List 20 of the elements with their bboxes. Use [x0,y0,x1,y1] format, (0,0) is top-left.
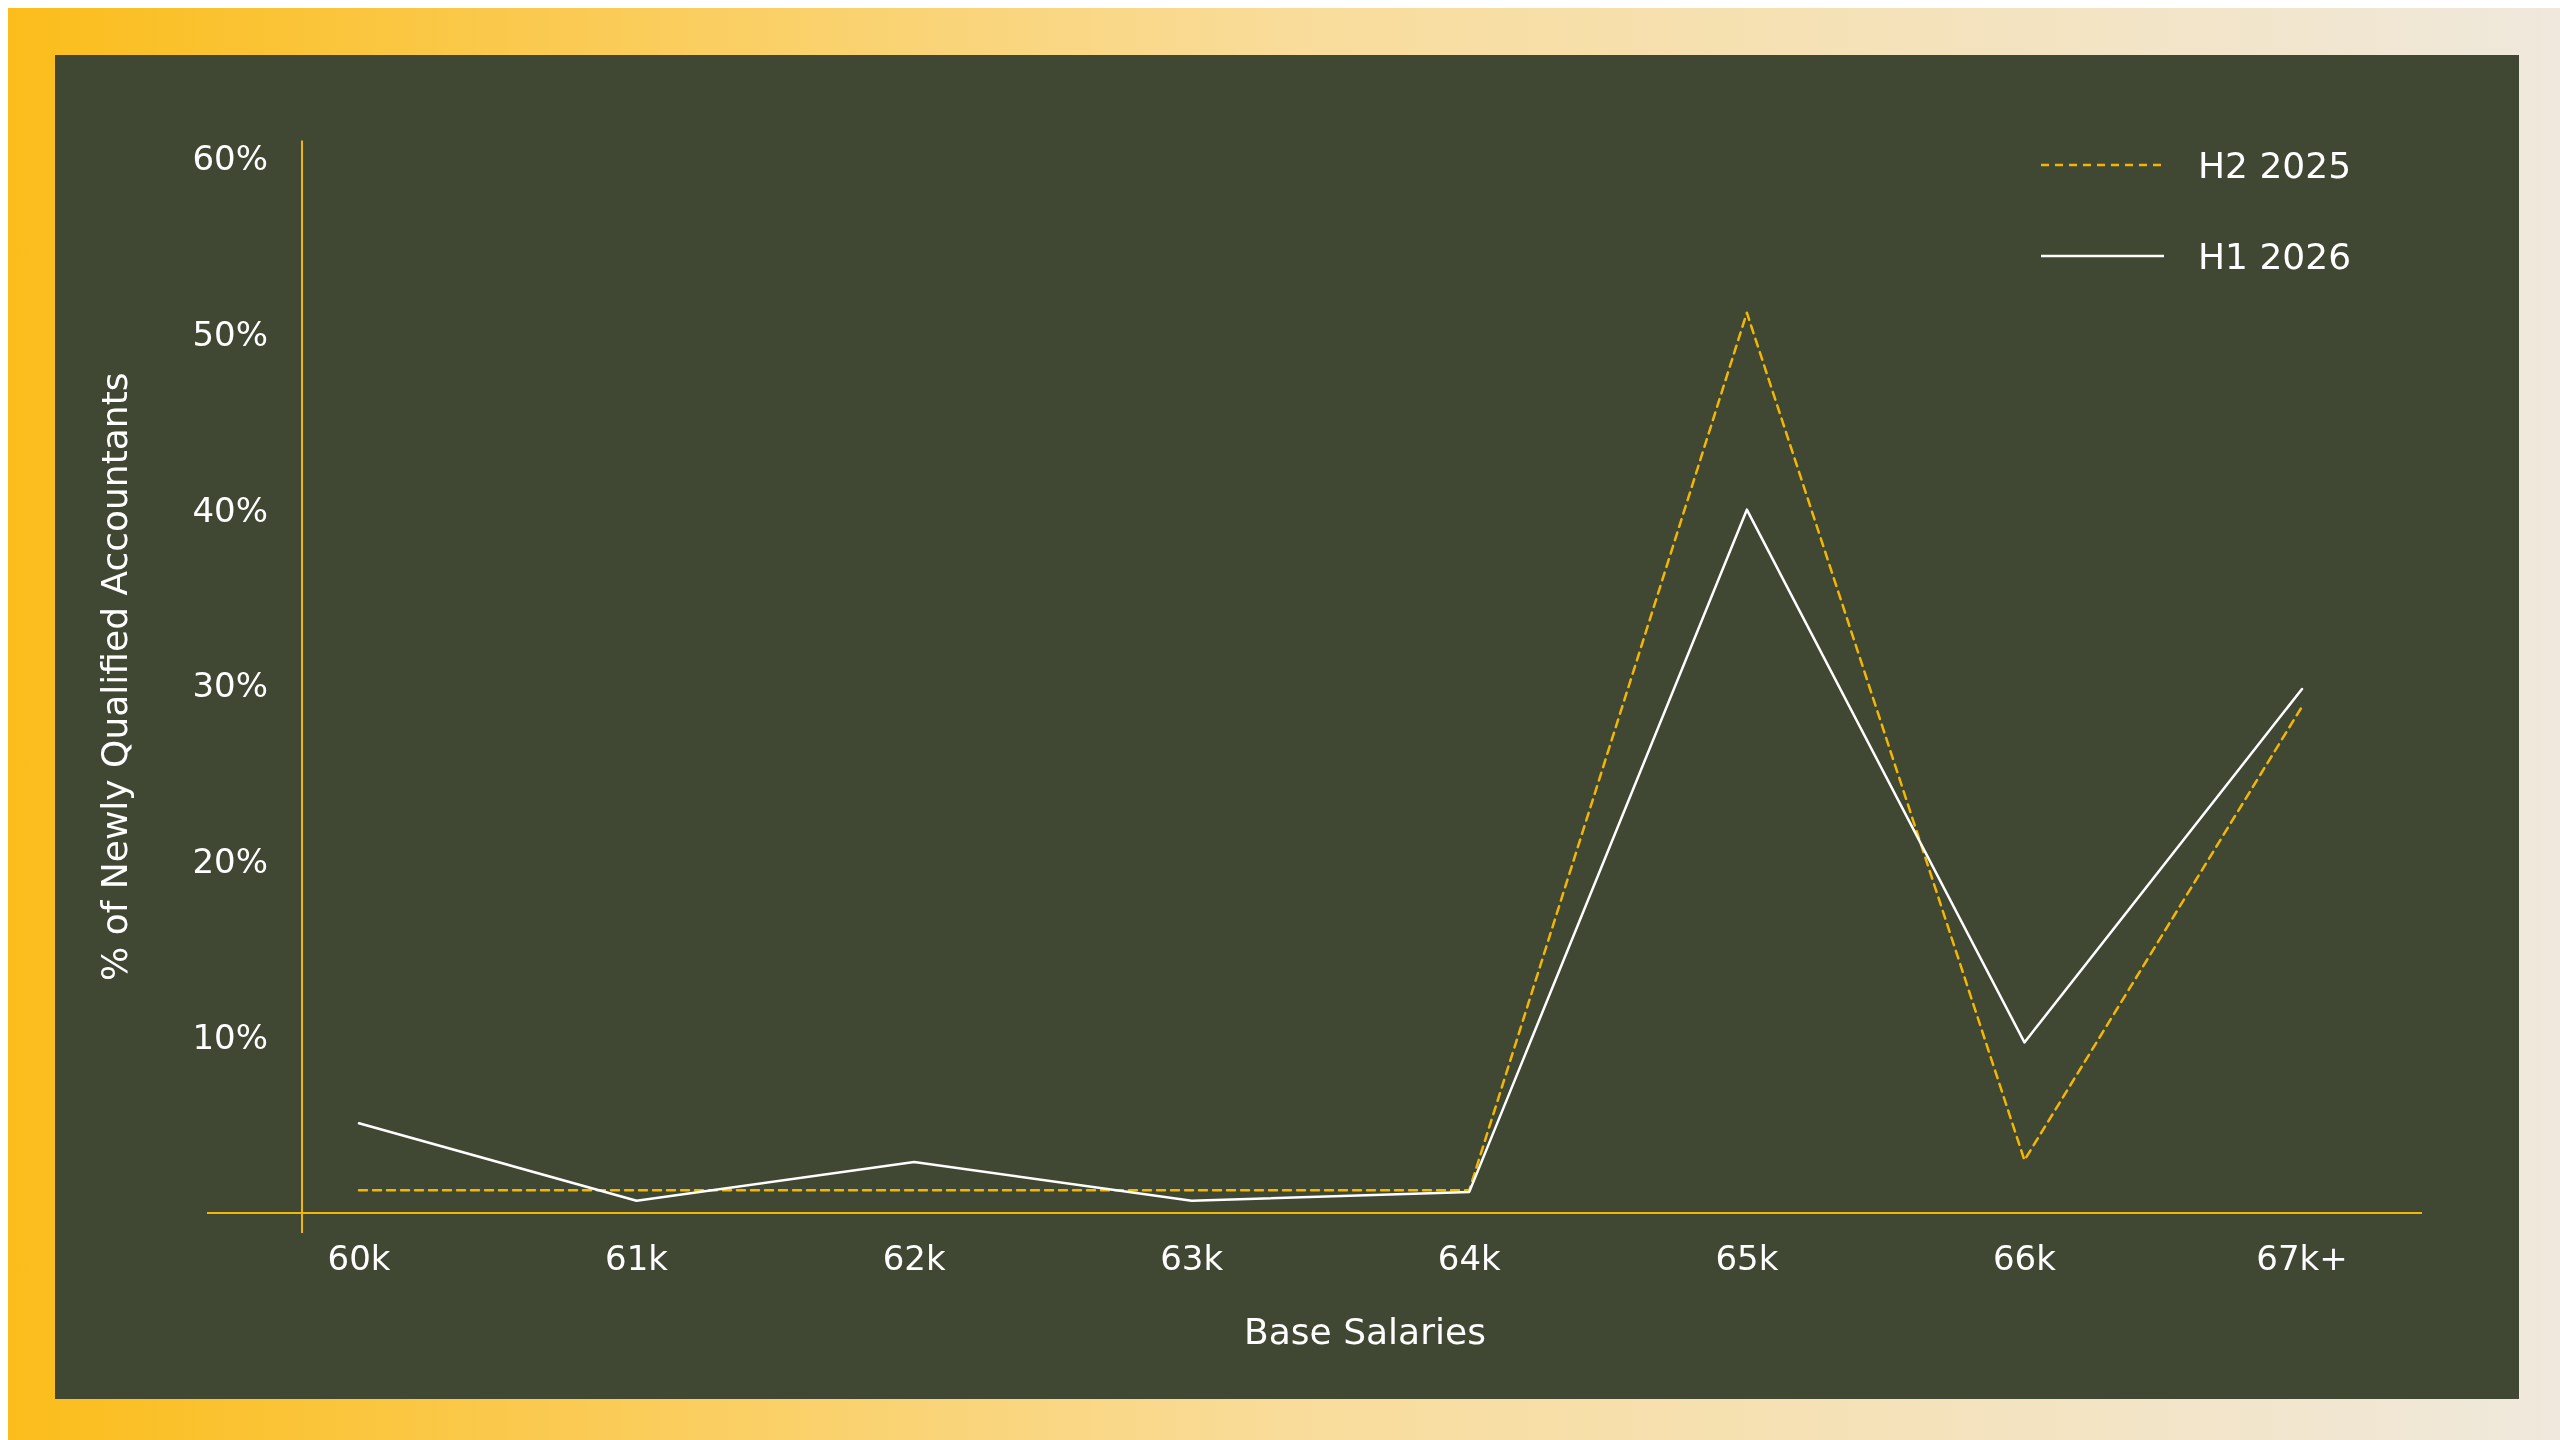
line-series [357,508,2304,1202]
y-tick-label: 20% [192,841,268,882]
y-tick-label: 30% [192,665,268,706]
x-axis-title: Base Salaries [1244,1310,1486,1352]
legend-label: H1 2026 [2198,235,2352,277]
line-series [357,311,2304,1192]
y-tick-label: 40% [192,489,268,530]
x-tick-label: 60k [327,1237,391,1278]
y-tick-label: 50% [192,313,268,354]
y-tick-label: 10% [192,1017,268,1058]
x-tick-label: 66k [1992,1237,2057,1278]
x-tick-label: 61k [605,1237,669,1278]
y-tick-label: 60% [192,137,268,178]
legend-label: H2 2025 [2198,144,2352,186]
x-tick-label: 63k [1160,1237,1224,1278]
x-tick-label: 64k [1437,1237,1502,1278]
y-axis-title: % of Newly Qualified Accountants [93,372,135,981]
x-tick-label: 65k [1715,1237,1779,1278]
x-tick-label: 67k+ [2256,1237,2348,1278]
x-tick-label: 62k [882,1237,946,1278]
